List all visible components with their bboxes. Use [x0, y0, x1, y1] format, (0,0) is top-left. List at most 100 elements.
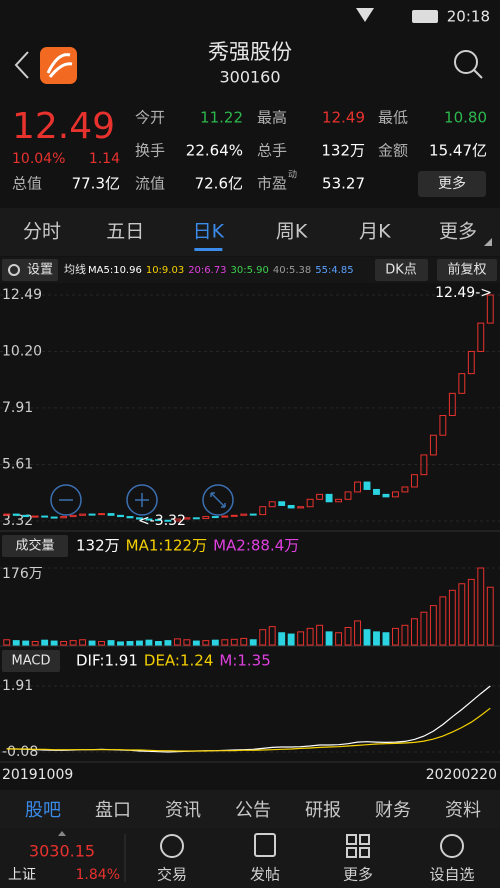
bottom-action[interactable]: 设自选 [429, 866, 474, 884]
quote-value: 12.49 [322, 109, 365, 127]
info-tab[interactable]: 研报 [305, 800, 341, 821]
candle [202, 516, 210, 520]
info-tab[interactable]: 公告 [235, 800, 271, 821]
volume-bar [22, 640, 30, 646]
volume-bar [477, 567, 485, 646]
adjust-label[interactable]: 前复权 [447, 262, 486, 278]
macd-title[interactable]: MACD [12, 654, 51, 669]
quote-value: 77.3亿 [72, 175, 120, 193]
stock-name: 秀强股份 [208, 40, 292, 64]
volume-bar [448, 589, 456, 646]
start-date: 20191009 [2, 767, 73, 783]
volume-bar [249, 639, 257, 646]
ma-label: 均线 [64, 262, 86, 276]
ma-legend: 55:4.85 [315, 265, 353, 276]
index-name: 上证 [8, 867, 36, 883]
candle [173, 518, 181, 522]
volume-bar [382, 632, 390, 646]
volume-bar [154, 641, 162, 646]
period-tab[interactable]: 分时 [23, 221, 61, 243]
y-tick-label: 12.49 [2, 287, 42, 303]
candle [486, 294, 494, 324]
period-tab[interactable]: 周K [276, 221, 308, 243]
candle [420, 454, 428, 476]
volume-title[interactable]: 成交量 [15, 538, 54, 554]
period-tab[interactable]: 更多 [439, 221, 477, 243]
adjust-button[interactable] [437, 259, 497, 281]
volume-bar [344, 627, 352, 646]
volume-bar [117, 641, 124, 646]
candle [164, 519, 172, 522]
volume-bar [98, 641, 105, 646]
candle [268, 501, 276, 508]
volume-bar [429, 605, 437, 646]
volume-bar [458, 583, 466, 646]
volume-bar [439, 596, 447, 646]
volume-bar [202, 640, 210, 646]
candle [41, 515, 49, 518]
info-tab[interactable]: 盘口 [95, 800, 131, 821]
info-tab[interactable]: 资讯 [165, 800, 201, 821]
quote-label: 市盈 [257, 175, 287, 193]
back-button[interactable] [14, 51, 29, 79]
candle [429, 434, 437, 456]
volume-bar [12, 640, 20, 646]
dk-label[interactable]: DK点 [385, 263, 417, 278]
volume-bar [107, 640, 115, 646]
status-icons [356, 8, 438, 23]
period-tab[interactable]: 月K [359, 221, 391, 243]
settings-icon [8, 264, 20, 276]
info-tabs [0, 790, 500, 828]
dk-button[interactable] [375, 259, 428, 281]
fullscreen[interactable] [202, 484, 234, 516]
max-annotation: 12.49-> [435, 285, 492, 301]
volume-bar [373, 631, 380, 646]
more-button-label[interactable]: 更多 [438, 175, 466, 192]
index-arrow [58, 831, 66, 836]
status-time: 20:18 [447, 8, 490, 26]
volume-bar [287, 633, 295, 646]
volume-bar [363, 629, 371, 646]
settings-label[interactable]: 设置 [27, 263, 53, 278]
post-icon [254, 833, 276, 857]
volume-legend: MA1:122万 [126, 537, 207, 555]
volume-bar [316, 624, 324, 646]
info-tab[interactable]: 财务 [375, 800, 411, 821]
period-tab[interactable]: 日K [193, 221, 225, 243]
legend-entry: DEA:1.24 [144, 652, 213, 670]
bottom-action[interactable]: 交易 [157, 866, 187, 884]
volume-bar [486, 586, 494, 646]
volume-bar [354, 620, 361, 646]
volume-bar [126, 641, 134, 646]
more-button[interactable] [418, 171, 486, 197]
info-tab[interactable]: 资料 [445, 800, 481, 821]
search-button[interactable] [454, 50, 478, 74]
period-tab[interactable]: 五日 [106, 221, 144, 243]
bottom-action[interactable]: 发帖 [250, 866, 280, 884]
zoom-out[interactable] [50, 484, 82, 516]
volume-bar [420, 611, 428, 646]
candle [477, 322, 485, 352]
wifi-icon [356, 8, 374, 22]
info-tab[interactable]: 股吧 [25, 800, 61, 821]
candle [297, 506, 305, 509]
candle [126, 516, 134, 519]
ma-legend: 30:5.90 [231, 265, 269, 276]
quote-label: 最高 [257, 109, 287, 127]
app-logo [40, 47, 77, 84]
bottom-action[interactable]: 更多 [343, 866, 373, 884]
zoom-in[interactable] [126, 484, 158, 516]
volume-bar [467, 578, 475, 646]
volume-legend: MA2:88.4万 [213, 537, 299, 555]
quote-value: 53.27 [322, 175, 365, 193]
macd-line [6, 707, 491, 752]
macd-button[interactable] [2, 650, 60, 672]
quote-value: 11.22 [200, 109, 243, 127]
candle [439, 415, 447, 436]
candle [117, 514, 124, 518]
candle [458, 373, 466, 394]
candle [344, 491, 352, 500]
y-tick-label: 1.91 [2, 678, 33, 694]
candle [410, 474, 418, 488]
volume-button[interactable] [2, 535, 68, 557]
